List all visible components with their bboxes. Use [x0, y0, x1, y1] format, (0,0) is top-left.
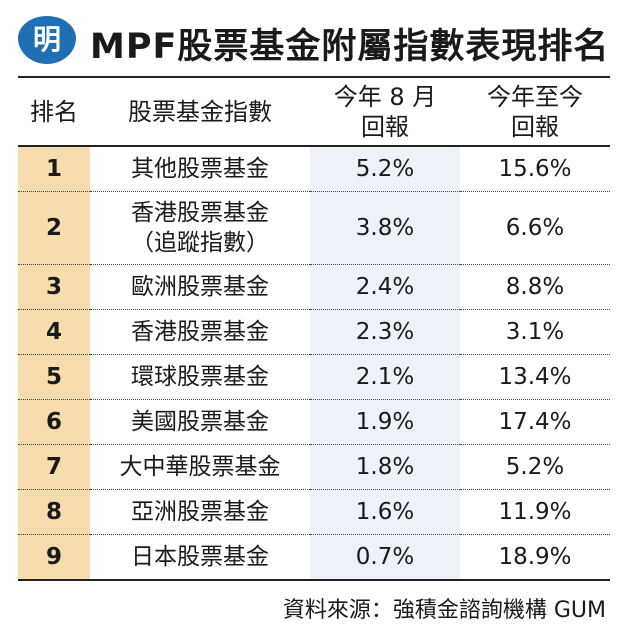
header-ytd-return: 今年至今 回報	[460, 76, 610, 147]
index-name: 香港股票基金	[131, 200, 269, 226]
rank-cell: 3	[18, 264, 90, 310]
index-name-cell: 其他股票基金	[90, 146, 310, 192]
august-return-cell: 2.3%	[310, 309, 460, 355]
august-return-cell: 2.4%	[310, 264, 460, 310]
index-name: 日本股票基金	[131, 544, 269, 570]
august-return-cell: 3.8%	[310, 191, 460, 265]
rank-cell: 6	[18, 399, 90, 445]
header-rank: 排名	[18, 76, 90, 147]
index-name-cell: 大中華股票基金	[90, 444, 310, 490]
rank-cell: 1	[18, 146, 90, 192]
header-row: 排名 股票基金指數 今年 8 月回報 今年至今 回報	[18, 76, 610, 147]
table-body: 1 其他股票基金 5.2% 15.6% 2 香港股票基金 （追蹤指數） 3.8% 6.6% 3 歐洲…	[18, 146, 610, 581]
index-name: 歐洲股票基金	[131, 274, 269, 300]
index-name: 環球股票基金	[131, 364, 269, 390]
rank-cell: 4	[18, 309, 90, 355]
rank-cell: 7	[18, 444, 90, 490]
august-return-cell: 1.9%	[310, 399, 460, 445]
rank-cell: 9	[18, 534, 90, 581]
august-return-cell: 2.1%	[310, 354, 460, 400]
ytd-return-cell: 18.9%	[460, 534, 610, 581]
table-row: 9 日本股票基金 0.7% 18.9%	[18, 534, 610, 581]
newspaper-logo: 明	[18, 16, 76, 64]
table-row: 8 亞洲股票基金 1.6% 11.9%	[18, 489, 610, 535]
index-name-cell: 香港股票基金 （追蹤指數）	[90, 191, 310, 265]
header-index-name: 股票基金指數	[90, 76, 310, 147]
ytd-return-cell: 13.4%	[460, 354, 610, 400]
table-row: 7 大中華股票基金 1.8% 5.2%	[18, 444, 610, 490]
chart-title: MPF股票基金附屬指數表現排名	[90, 27, 610, 67]
index-name: 香港股票基金	[131, 319, 269, 345]
ytd-return-cell: 3.1%	[460, 309, 610, 355]
rank-cell: 5	[18, 354, 90, 400]
index-name: 大中華股票基金	[119, 454, 281, 480]
index-name-cell: 美國股票基金	[90, 399, 310, 445]
august-return-cell: 5.2%	[310, 146, 460, 192]
ytd-return-cell: 11.9%	[460, 489, 610, 535]
index-name: 亞洲股票基金	[131, 499, 269, 525]
rank-cell: 2	[18, 191, 90, 265]
table-row: 5 環球股票基金 2.1% 13.4%	[18, 354, 610, 400]
ytd-return-cell: 5.2%	[460, 444, 610, 490]
rank-cell: 8	[18, 489, 90, 535]
august-return-cell: 0.7%	[310, 534, 460, 581]
index-name: 美國股票基金	[131, 409, 269, 435]
table-row: 4 香港股票基金 2.3% 3.1%	[18, 309, 610, 355]
table-row: 6 美國股票基金 1.9% 17.4%	[18, 399, 610, 445]
title-bar: 明 MPF股票基金附屬指數表現排名	[10, 10, 620, 70]
august-return-cell: 1.6%	[310, 489, 460, 535]
index-name-cell: 香港股票基金	[90, 309, 310, 355]
august-return-cell: 1.8%	[310, 444, 460, 490]
table-row: 3 歐洲股票基金 2.4% 8.8%	[18, 264, 610, 310]
index-name: 其他股票基金	[131, 156, 269, 182]
table-row: 2 香港股票基金 （追蹤指數） 3.8% 6.6%	[18, 191, 610, 265]
ytd-return-cell: 15.6%	[460, 146, 610, 192]
index-name-cell: 環球股票基金	[90, 354, 310, 400]
index-name-cell: 歐洲股票基金	[90, 264, 310, 310]
ytd-return-cell: 17.4%	[460, 399, 610, 445]
header-august-return: 今年 8 月回報	[310, 76, 460, 147]
table-row: 1 其他股票基金 5.2% 15.6%	[18, 146, 610, 192]
index-name-cell: 亞洲股票基金	[90, 489, 310, 535]
ranking-table: 排名 股票基金指數 今年 8 月回報 今年至今 回報 1 其他股票基金 5.2% 15.…	[18, 76, 610, 581]
ytd-return-cell: 8.8%	[460, 264, 610, 310]
source-note: 資料來源：強積金諮詢機構 GUM	[282, 598, 606, 623]
index-name-cell: 日本股票基金	[90, 534, 310, 581]
ytd-return-cell: 6.6%	[460, 191, 610, 265]
index-name-qualifier: （追蹤指數）	[131, 230, 269, 256]
